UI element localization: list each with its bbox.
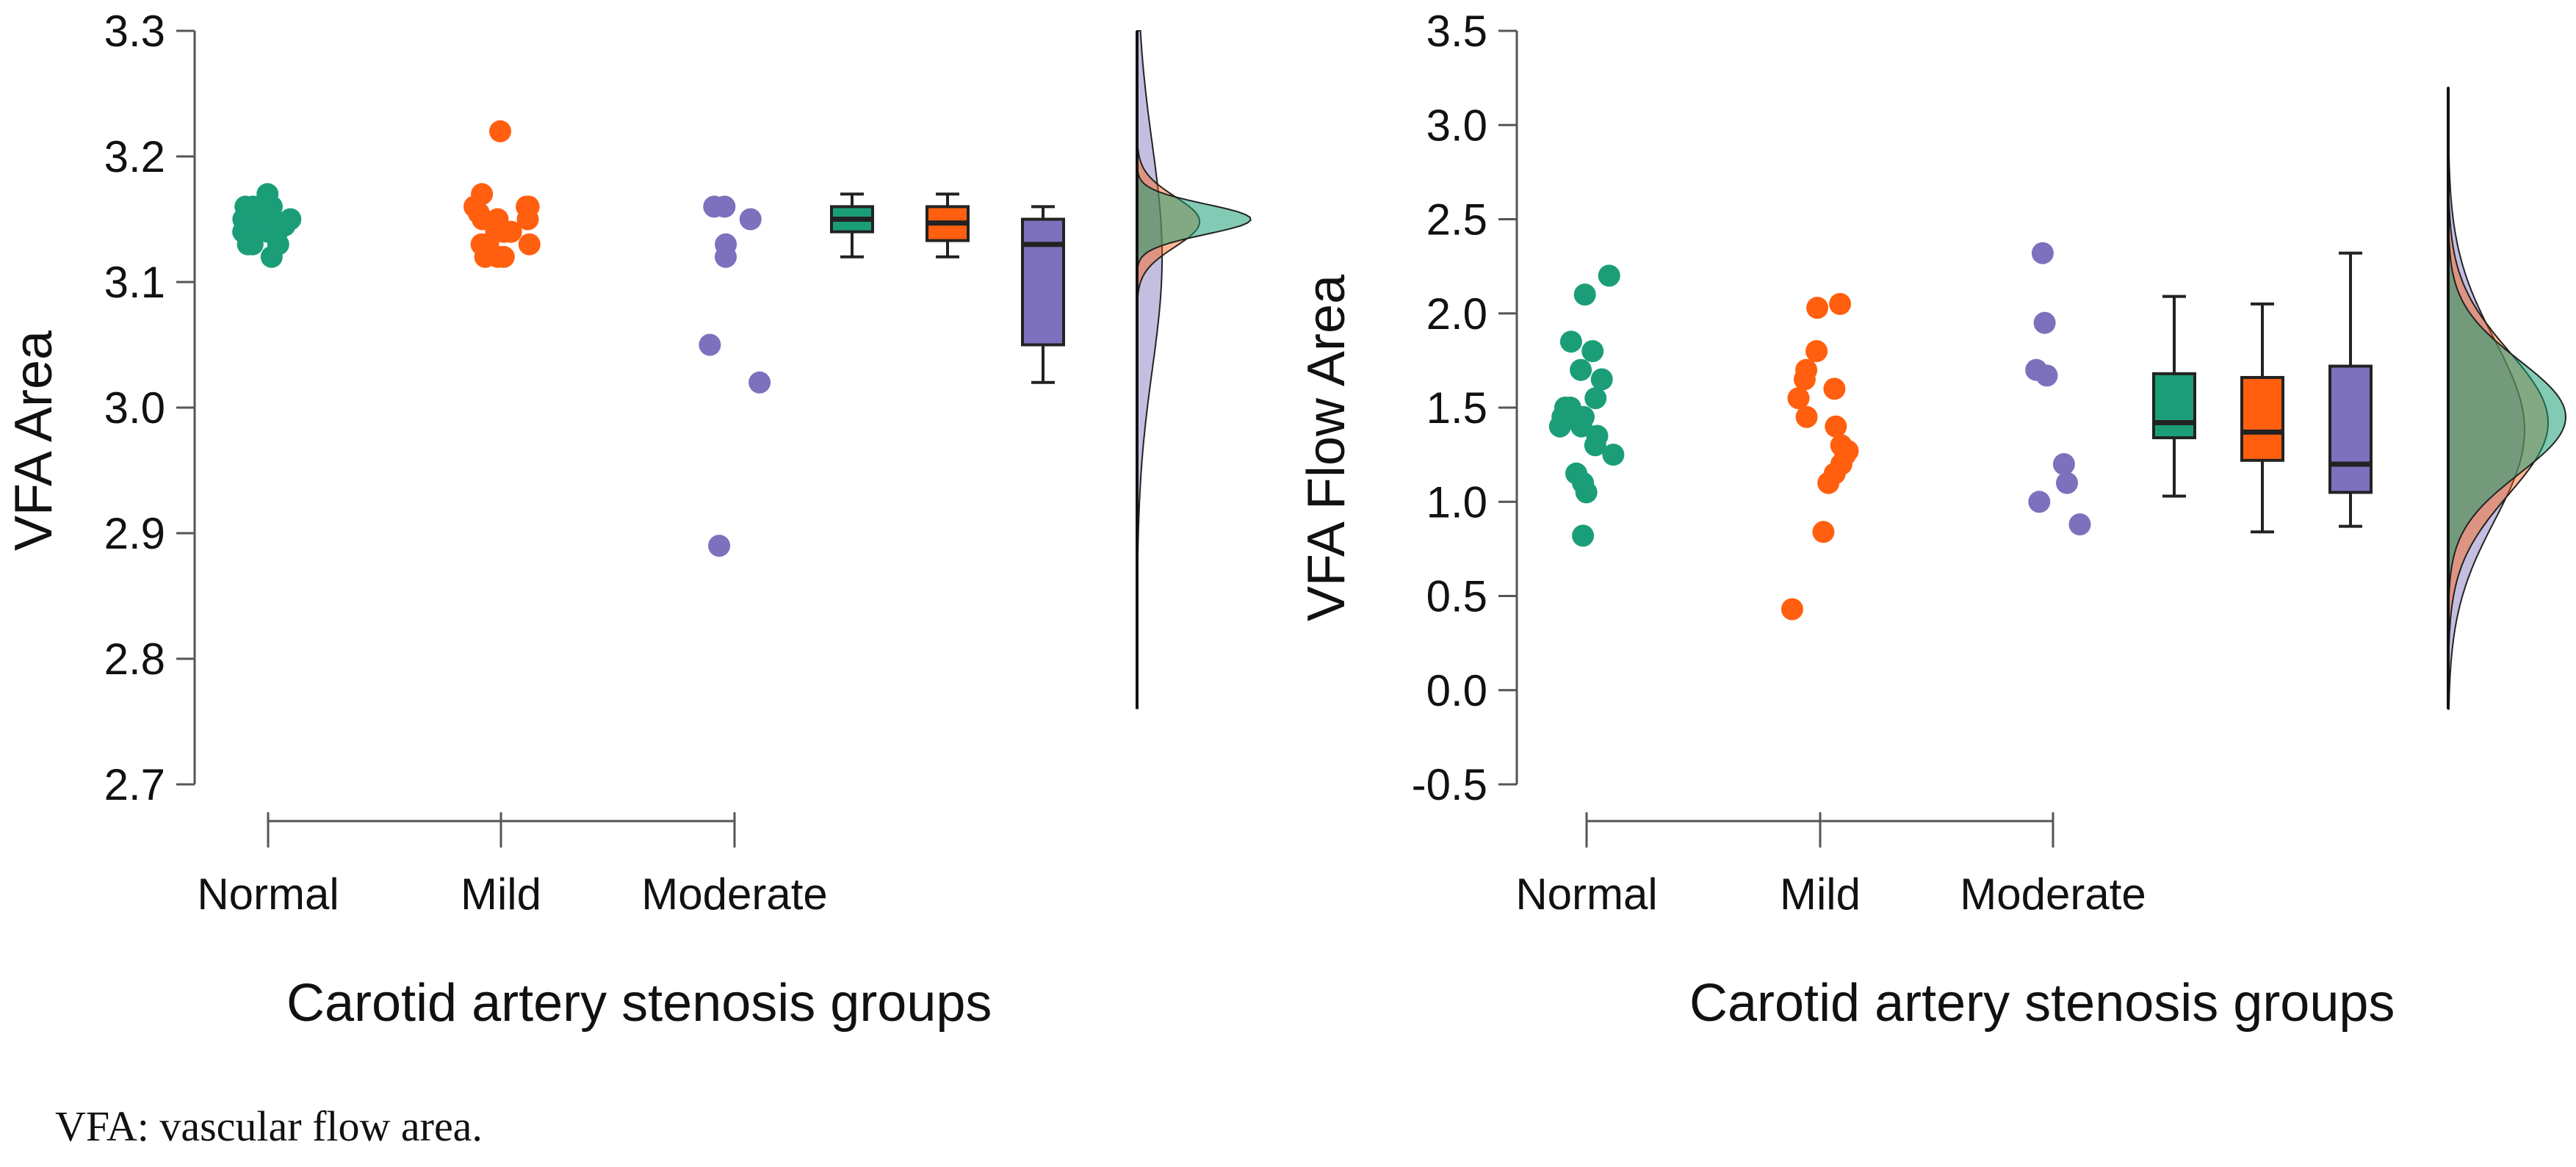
box-moderate [2328,364,2373,494]
y-tick-label: 3.3 [104,7,165,56]
data-point-mild [1787,387,1810,410]
data-point-mild [1825,415,1847,438]
data-point-mild [474,245,497,268]
data-point-normal [1602,444,1625,466]
data-point-moderate [2035,364,2058,387]
box-mild [2240,375,2284,462]
data-point-normal [1590,368,1613,391]
y-tick-label: 3.0 [1426,101,1487,150]
data-point-normal [1581,340,1604,363]
density-normal [2447,87,2567,709]
density-normal [1136,31,1252,709]
x-tick-label-normal: Normal [197,870,339,919]
box-moderate [1021,217,1065,347]
y-tick-label: 2.5 [1426,195,1487,245]
y-tick-label: 2.0 [1426,289,1487,339]
data-point-moderate [699,333,721,356]
panel-vfa-flow-area: Carotid artery stenosis groups VFA Flow … [1297,7,2567,1033]
data-point-mild [1823,377,1846,400]
x-tick-label-normal: Normal [1515,870,1657,919]
data-point-moderate [703,195,726,218]
y-tick-label: 1.0 [1426,477,1487,527]
data-point-moderate [715,245,737,268]
data-point-mild [1805,340,1828,363]
data-point-mild [518,233,541,256]
y-tick-label: -0.5 [1412,760,1487,809]
y-tick-label: 0.0 [1426,666,1487,715]
data-point-moderate [708,535,731,557]
y-tick-label: 3.5 [1426,7,1487,56]
data-point-normal [1598,264,1620,287]
density-moderate [1136,30,1163,709]
panel-vfa-area: Carotid artery stenosis groups VFA Area … [4,7,1252,1033]
x-tick-label-moderate: Moderate [641,870,827,919]
data-point-mild [489,120,511,142]
data-point-mild [1806,297,1829,319]
y-tick-label: 3.0 [104,383,165,433]
y-tick-label: 2.7 [104,760,165,809]
data-point-mild [1817,472,1840,494]
data-point-normal [1572,524,1595,547]
data-point-normal [1559,330,1582,353]
x-axis-title: Carotid artery stenosis groups [286,974,992,1033]
y-axis-title: VFA Flow Area [1297,274,1356,621]
data-point-moderate [2031,242,2054,264]
data-point-moderate [748,371,771,394]
y-tick-label: 2.9 [104,509,165,558]
data-point-mild [516,208,539,231]
y-tick-label: 2.8 [104,635,165,684]
y-tick-label: 0.5 [1426,572,1487,621]
data-point-normal [260,245,283,268]
data-point-normal [1573,283,1596,306]
data-point-normal [1575,481,1598,504]
data-point-mild [1795,405,1818,428]
data-point-normal [237,233,259,256]
data-point-mild [1781,598,1803,621]
data-point-moderate [2028,491,2051,513]
data-point-moderate [2052,453,2075,475]
data-point-moderate [2056,472,2078,494]
data-point-mild [1793,368,1816,391]
box-normal [2152,372,2196,440]
x-tick-label-moderate: Moderate [1960,870,2146,919]
data-point-normal [1584,434,1606,457]
data-point-normal [1570,358,1592,381]
data-point-mild [492,245,515,268]
data-point-mild [1812,521,1835,543]
y-tick-label: 1.5 [1426,383,1487,433]
data-point-moderate [2068,513,2091,535]
data-point-moderate [739,208,762,231]
y-tick-label: 3.2 [104,132,165,181]
y-tick-label: 3.1 [104,258,165,307]
y-axis-title: VFA Area [4,330,63,551]
data-point-mild [1829,292,1852,315]
data-point-mild [499,220,522,243]
data-point-normal [1548,415,1571,438]
x-tick-label-mild: Mild [461,870,541,919]
data-point-normal [1584,387,1607,410]
data-point-moderate [2033,311,2056,334]
x-tick-label-mild: Mild [1780,870,1861,919]
figure-caption: VFA: vascular flow area. [55,1102,483,1150]
x-axis-title: Carotid artery stenosis groups [1689,974,2395,1033]
